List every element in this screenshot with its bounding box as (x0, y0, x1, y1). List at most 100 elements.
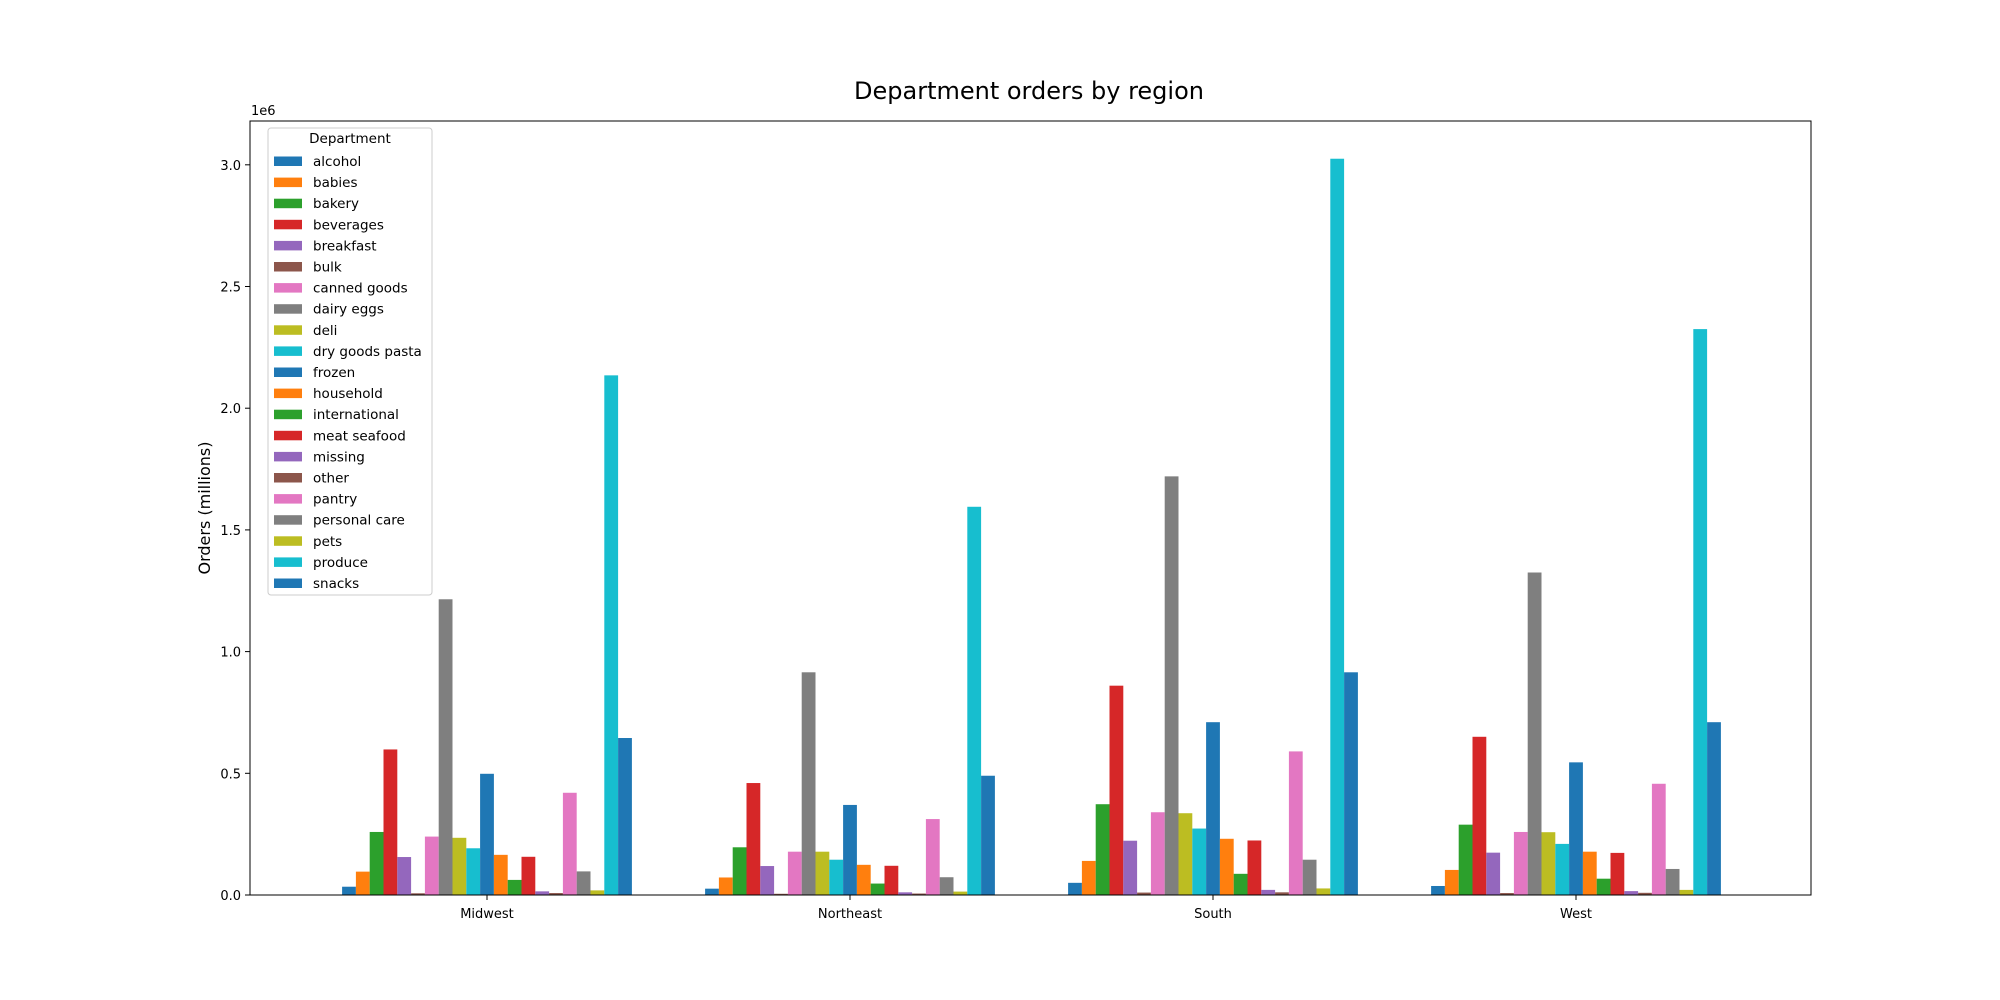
bar-produce-south (1330, 158, 1345, 896)
bar-alcohol-northeast (705, 888, 719, 895)
bar-personal-care-northeast (939, 877, 954, 895)
bar-meat-seafood-midwest (521, 856, 536, 895)
bar-bakery-south (1095, 804, 1110, 895)
y-tick-label: 0.5 (220, 767, 241, 782)
legend-label-babies: babies (313, 175, 358, 191)
legend-swatch-beverages (274, 219, 302, 230)
legend-label-deli: deli (313, 323, 337, 339)
bar-international-south (1233, 873, 1248, 895)
bar-pantry-midwest (562, 792, 577, 895)
legend-swatch-pets (274, 536, 302, 546)
legend-label-personal-care: personal care (313, 513, 405, 529)
legend-swatch-frozen (274, 367, 302, 377)
bar-babies-northeast (718, 877, 733, 895)
bar-pantry-northeast (925, 819, 940, 895)
bar-dairy-eggs-northeast (801, 672, 816, 895)
legend-label-bulk: bulk (313, 260, 342, 276)
bar-household-south (1219, 838, 1234, 895)
bar-alcohol-west (1431, 885, 1445, 895)
bar-dry-goods-pasta-west (1555, 843, 1570, 895)
bar-beverages-midwest (383, 749, 398, 895)
legend-swatch-household (274, 388, 302, 399)
bar-personal-care-south (1302, 859, 1317, 895)
bar-breakfast-midwest (397, 857, 412, 895)
legend-swatch-dairy-eggs (274, 304, 302, 314)
bar-personal-care-midwest (576, 871, 591, 895)
bar-pets-south (1316, 888, 1331, 895)
bar-meat-seafood-west (1610, 852, 1625, 895)
legend-swatch-breakfast (274, 240, 302, 251)
x-tick-label-south: South (1194, 907, 1232, 922)
bar-bakery-west (1458, 824, 1473, 895)
legend-label-international: international (313, 407, 399, 423)
legend-label-other: other (313, 471, 349, 487)
legend-swatch-bulk (274, 262, 302, 272)
bar-babies-south (1081, 860, 1096, 895)
legend-label-beverages: beverages (313, 217, 384, 233)
legend-label-canned-goods: canned goods (313, 281, 408, 297)
bar-snacks-south (1344, 672, 1358, 895)
bar-household-west (1582, 851, 1597, 895)
bar-breakfast-west (1486, 852, 1501, 895)
bar-frozen-west (1569, 762, 1583, 895)
legend-swatch-international (274, 409, 302, 420)
legend-swatch-alcohol (274, 156, 302, 166)
bar-frozen-northeast (843, 804, 857, 895)
bar-canned-goods-northeast (787, 851, 802, 895)
bar-babies-west (1444, 869, 1459, 895)
bar-dry-goods-pasta-south (1192, 828, 1207, 895)
legend-label-household: household (313, 386, 383, 402)
bar-meat-seafood-northeast (884, 865, 899, 895)
legend-swatch-dry-goods-pasta (274, 346, 302, 356)
bar-dairy-eggs-midwest (438, 599, 453, 895)
x-tick-label-northeast: Northeast (818, 907, 882, 922)
bar-household-northeast (856, 864, 871, 895)
bar-alcohol-midwest (342, 886, 356, 895)
bar-beverages-northeast (746, 783, 761, 895)
bars-group (342, 158, 1721, 896)
bar-bulk-west (1500, 893, 1514, 895)
legend-box (267, 127, 433, 596)
bar-frozen-midwest (480, 773, 494, 895)
bar-produce-northeast (967, 506, 982, 895)
plot-frame (249, 120, 1812, 896)
bar-bakery-midwest (369, 831, 384, 895)
bar-bakery-northeast (732, 847, 747, 895)
bar-breakfast-northeast (760, 866, 775, 895)
bar-frozen-south (1206, 722, 1220, 895)
bar-deli-south (1178, 813, 1193, 895)
y-axis-label: Orders (millions) (195, 441, 214, 574)
bar-household-midwest (493, 854, 508, 895)
legend-swatch-missing (274, 451, 302, 462)
bar-other-south (1275, 892, 1289, 895)
chart-title: Department orders by region (854, 77, 1204, 105)
legend-label-alcohol: alcohol (313, 154, 361, 170)
bar-bulk-midwest (411, 893, 425, 895)
bar-beverages-south (1109, 685, 1124, 895)
legend-label-dry-goods-pasta: dry goods pasta (313, 344, 422, 360)
bar-pantry-west (1651, 783, 1666, 895)
y-tick-label: 2.5 (220, 281, 241, 296)
bar-bulk-south (1137, 892, 1151, 895)
legend-label-snacks: snacks (313, 576, 359, 592)
bar-international-west (1596, 878, 1611, 895)
x-tick-label-west: West (1560, 907, 1592, 922)
bar-personal-care-west (1665, 868, 1680, 895)
legend-label-produce: produce (313, 555, 368, 571)
legend-swatch-meat-seafood (274, 430, 302, 441)
legend-label-frozen: frozen (313, 365, 355, 381)
bar-produce-midwest (604, 375, 619, 896)
legend-title: Department (309, 131, 391, 147)
legend-label-pantry: pantry (313, 492, 357, 508)
bar-other-midwest (549, 893, 563, 895)
bar-canned-goods-midwest (424, 836, 439, 895)
bar-breakfast-south (1123, 840, 1138, 895)
legend-label-pets: pets (313, 534, 342, 550)
legend: Department alcohol babies bakery beverages br… (267, 127, 433, 596)
legend-swatch-deli (274, 325, 302, 335)
legend-label-missing: missing (313, 449, 365, 465)
bar-international-midwest (507, 879, 522, 895)
bar-babies-midwest (355, 871, 370, 895)
legend-swatch-babies (274, 177, 302, 188)
